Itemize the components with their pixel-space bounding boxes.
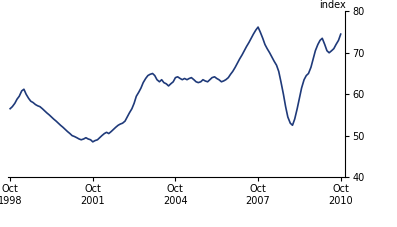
Text: index: index <box>319 0 345 10</box>
